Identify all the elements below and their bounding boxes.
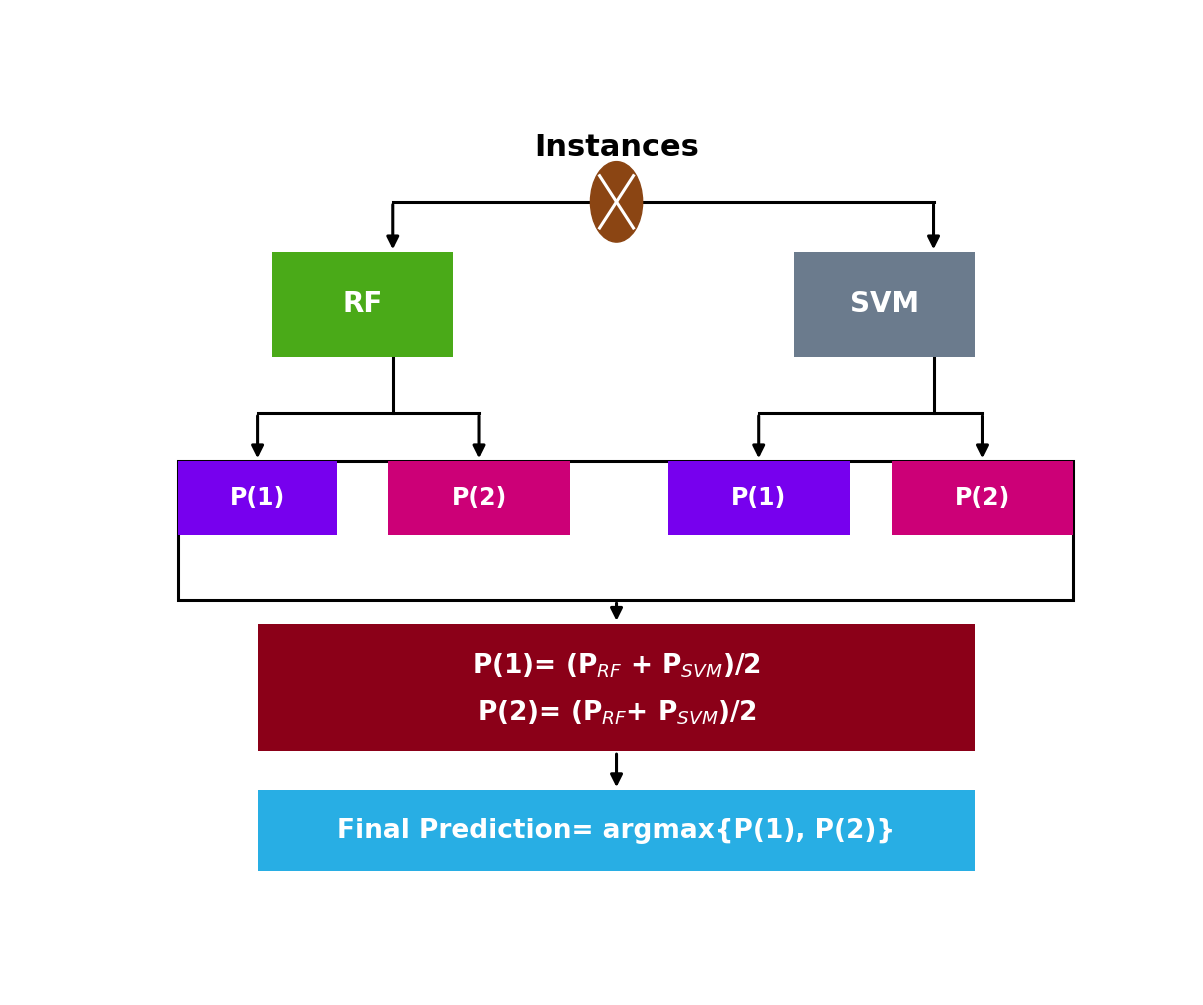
Bar [178,461,1073,600]
Text: P(1)= (P$_{RF}$ + P$_{SVM}$)/2: P(1)= (P$_{RF}$ + P$_{SVM}$)/2 [472,651,761,680]
Bar [178,461,337,535]
Text: P(2): P(2) [451,485,506,510]
Bar [891,461,1073,535]
Bar [389,461,570,535]
Bar [272,252,454,357]
Bar [794,252,976,357]
Bar [257,623,976,752]
Text: RF: RF [343,290,383,319]
Text: P(2): P(2) [955,485,1011,510]
Bar [257,790,976,871]
Ellipse shape [591,162,642,242]
Text: Final Prediction= argmax{P(1), P(2)}: Final Prediction= argmax{P(1), P(2)} [338,818,895,843]
Text: P(2)= (P$_{RF}$+ P$_{SVM}$)/2: P(2)= (P$_{RF}$+ P$_{SVM}$)/2 [476,698,757,728]
Text: Instances: Instances [534,134,699,162]
Text: SVM: SVM [851,290,919,319]
Text: P(1): P(1) [731,485,787,510]
Bar [668,461,849,535]
Text: P(1): P(1) [230,485,285,510]
